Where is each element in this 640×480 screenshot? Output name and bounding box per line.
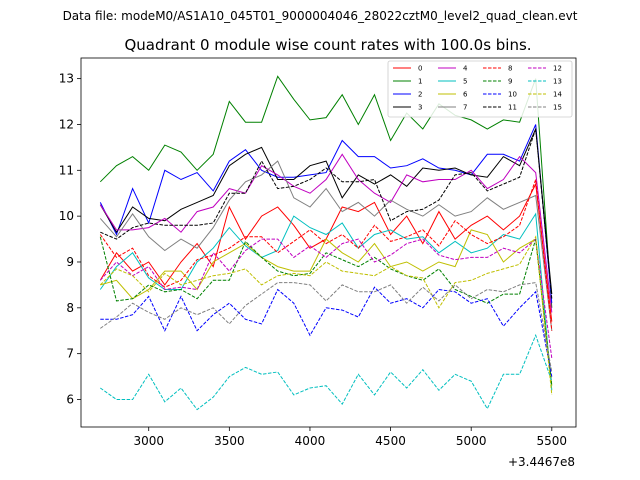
x-tick-label: 4500 (375, 434, 406, 448)
y-tick-label: 11 (59, 163, 74, 177)
series-line-10 (100, 286, 553, 377)
legend-label-12: 12 (553, 65, 562, 73)
chart-title: Quadrant 0 module wise count rates with … (124, 36, 531, 54)
legend-box (387, 60, 573, 118)
y-tick-label: 12 (59, 117, 74, 131)
series-line-6 (100, 229, 553, 386)
legend-label-15: 15 (553, 104, 562, 112)
data-file-label: Data file: modeM0/AS1A10_045T01_90000040… (63, 9, 578, 23)
y-tick-label: 6 (66, 392, 74, 406)
legend-label-6: 6 (463, 91, 468, 99)
legend-label-11: 11 (508, 104, 517, 112)
legend-label-1: 1 (418, 78, 422, 86)
series-line-15 (100, 282, 553, 373)
y-axis: 6 7 8 9 10 11 12 13 (59, 72, 81, 406)
legend-label-7: 7 (463, 104, 467, 112)
x-tick-label: 3500 (214, 434, 245, 448)
series-line-9 (99, 236, 553, 386)
series-line-12 (99, 238, 553, 359)
y-tick-label: 10 (59, 209, 74, 223)
y-tick-label: 9 (66, 255, 74, 269)
series-line-14 (99, 235, 553, 395)
series-line-8 (99, 179, 553, 331)
x-axis-offset-label: +3.4467e8 (508, 455, 575, 469)
x-tick-label: 3000 (133, 434, 164, 448)
legend-label-4: 4 (463, 65, 468, 73)
x-tick-label: 5500 (537, 434, 568, 448)
series-line-7 (99, 160, 553, 331)
y-tick-label: 8 (66, 301, 74, 315)
legend-label-14: 14 (553, 91, 562, 99)
x-axis: 3000 3500 4000 4500 5000 5500 (133, 427, 567, 448)
series-line-1 (99, 75, 553, 308)
x-tick-label: 5000 (456, 434, 487, 448)
legend-label-5: 5 (463, 78, 467, 86)
series-line-13 (100, 333, 553, 411)
series-line-11 (100, 128, 553, 299)
series-line-4 (99, 153, 553, 313)
y-tick-label: 13 (59, 72, 74, 86)
y-tick-label: 7 (66, 347, 74, 361)
legend-label-3: 3 (418, 104, 422, 112)
legend-label-0: 0 (418, 65, 422, 73)
legend-label-9: 9 (508, 78, 512, 86)
x-tick-label: 4000 (295, 434, 326, 448)
series-line-5 (99, 212, 553, 391)
legend-label-10: 10 (508, 91, 517, 99)
series-layer (99, 75, 553, 411)
series-line-2 (99, 124, 553, 304)
legend-label-2: 2 (418, 91, 422, 99)
legend-label-8: 8 (508, 65, 512, 73)
axes-frame (80, 57, 577, 428)
legend-label-13: 13 (553, 78, 562, 86)
